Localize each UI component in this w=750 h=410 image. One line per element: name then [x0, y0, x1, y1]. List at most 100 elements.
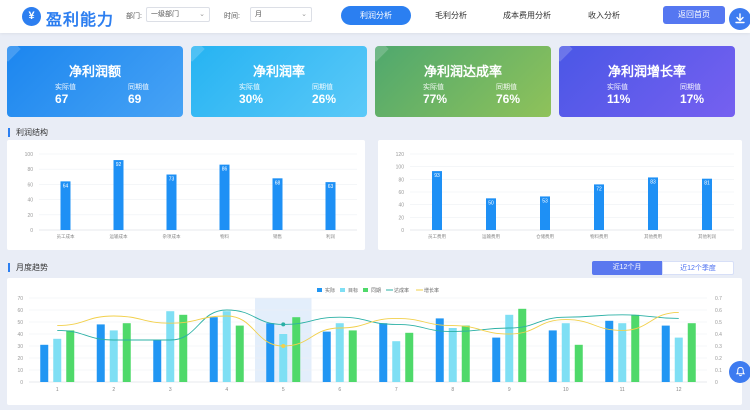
x-tick-label: 员工费用	[428, 233, 446, 240]
legend-label: 实际	[325, 287, 335, 294]
bar-0	[605, 320, 614, 382]
bar	[166, 174, 177, 230]
bar-2	[348, 330, 357, 382]
bar-1	[392, 341, 401, 382]
dept-label: 部门:	[126, 13, 142, 20]
kpi-card-net-profit-growth-rate: 净利润增长率 实际值 同期值 11% 17%	[559, 46, 735, 117]
bar-0	[96, 324, 105, 382]
tab-last-12-months[interactable]: 近12个月	[592, 261, 662, 275]
y2-tick-label: 0.7	[715, 296, 722, 302]
bar-1	[166, 311, 175, 382]
y-tick-label: 20	[398, 215, 404, 221]
kpi-actual-value: 77%	[423, 92, 448, 106]
bar-value-label: 86	[222, 167, 228, 173]
bar-0	[209, 317, 218, 382]
bar-1	[279, 334, 288, 382]
bell-icon[interactable]	[729, 361, 750, 383]
bar-0	[266, 323, 275, 382]
card-decoration	[375, 46, 389, 62]
kpi-card-net-profit-rate: 净利润率 实际值 同期值 30% 26%	[191, 46, 367, 117]
bar	[219, 164, 230, 230]
monthly-trend-title: 月度趋势	[8, 262, 48, 273]
bar-0	[40, 344, 49, 382]
x-tick-label: 1	[56, 387, 59, 393]
y2-tick-label: 0.6	[715, 308, 722, 314]
bar-value-label: 72	[596, 186, 602, 192]
bar-1	[53, 338, 62, 382]
y-tick-label: 20	[17, 356, 23, 362]
y2-tick-label: 0.4	[715, 332, 722, 338]
x-tick-label: 8	[451, 387, 454, 393]
x-tick-label: 3	[169, 387, 172, 393]
back-home-button[interactable]: 返回首页	[663, 6, 725, 24]
card-decoration	[559, 46, 573, 62]
x-tick-label: 其他利润	[698, 233, 716, 240]
bar-2	[687, 323, 696, 382]
time-select[interactable]: 月 ⌄	[250, 7, 312, 22]
tab-profit-analysis[interactable]: 利润分析	[341, 6, 411, 25]
y-tick-label: 80	[398, 177, 404, 183]
x-tick-label: 12	[676, 387, 682, 393]
bar-2	[235, 325, 244, 382]
bar-0	[435, 318, 444, 382]
y-tick-label: 40	[17, 332, 23, 338]
line-series-1	[57, 311, 679, 347]
bar-1	[618, 323, 627, 382]
kpi-prev-label: 同期值	[496, 84, 517, 91]
y-tick-label: 100	[25, 152, 34, 158]
y-tick-label: 40	[398, 203, 404, 209]
y-tick-label: 10	[17, 368, 23, 374]
app-title: 盈利能力	[46, 12, 115, 29]
legend-label: 同期	[371, 288, 381, 294]
bar	[432, 171, 442, 230]
legend-swatch	[363, 288, 368, 292]
x-tick-label: 9	[508, 387, 511, 393]
bar-2	[631, 314, 640, 382]
y-tick-label: 0	[30, 228, 33, 234]
x-tick-label: 物料费用	[590, 233, 608, 240]
legend-label: 达成率	[394, 287, 409, 294]
y-tick-label: 20	[27, 213, 33, 219]
tab-gross-profit-analysis[interactable]: 毛利分析	[435, 11, 467, 20]
kpi-prev-label: 同期值	[680, 84, 701, 91]
bar-value-label: 81	[704, 181, 710, 187]
x-tick-label: 仓储费用	[536, 233, 554, 240]
bar-0	[153, 340, 162, 382]
kpi-prev-value: 26%	[312, 92, 337, 106]
time-label: 时间:	[224, 13, 240, 20]
line-series-0	[57, 309, 679, 341]
tab-cost-expense-analysis[interactable]: 成本费用分析	[503, 11, 551, 20]
bar-1	[505, 314, 514, 382]
kpi-actual-label: 实际值	[423, 84, 444, 91]
download-icon[interactable]	[729, 8, 750, 30]
x-tick-label: 运输费用	[482, 233, 500, 240]
bar	[540, 196, 550, 230]
bar-value-label: 93	[434, 173, 440, 179]
bar-1	[448, 328, 457, 382]
top-bar: ¥ 盈利能力 部门: 一级部门 ⌄ 时间: 月 ⌄ 利润分析 毛利分析 成本费用…	[0, 0, 750, 33]
bar-2	[122, 323, 131, 382]
logo-icon: ¥	[22, 7, 41, 26]
bar	[648, 177, 658, 230]
bar-0	[548, 330, 557, 382]
x-tick-label: 7	[395, 387, 398, 393]
cost-structure-chart: 0 20 40 60 80 100 64 员工成本 92 运输成本 73 杂项成本 86 物料 68 销售 63…	[25, 152, 357, 240]
card-decoration	[191, 46, 205, 62]
bar-value-label: 83	[650, 179, 656, 185]
kpi-actual-value: 67	[55, 92, 69, 106]
line-point	[281, 322, 286, 327]
dept-select-value: 一级部门	[151, 11, 179, 18]
tab-revenue-analysis[interactable]: 收入分析	[588, 11, 620, 20]
bar-value-label: 73	[169, 177, 175, 183]
bar-1	[674, 337, 683, 382]
tab-last-12-quarters[interactable]: 近12个季度	[662, 261, 734, 275]
x-tick-label: 2	[112, 387, 115, 393]
x-tick-label: 运输成本	[110, 233, 128, 240]
y-tick-label: 60	[27, 182, 33, 188]
bar-2	[292, 317, 301, 382]
time-select-value: 月	[255, 11, 262, 18]
bar-0	[492, 337, 501, 382]
x-tick-label: 杂项成本	[163, 233, 181, 240]
dept-select[interactable]: 一级部门 ⌄	[146, 7, 210, 22]
